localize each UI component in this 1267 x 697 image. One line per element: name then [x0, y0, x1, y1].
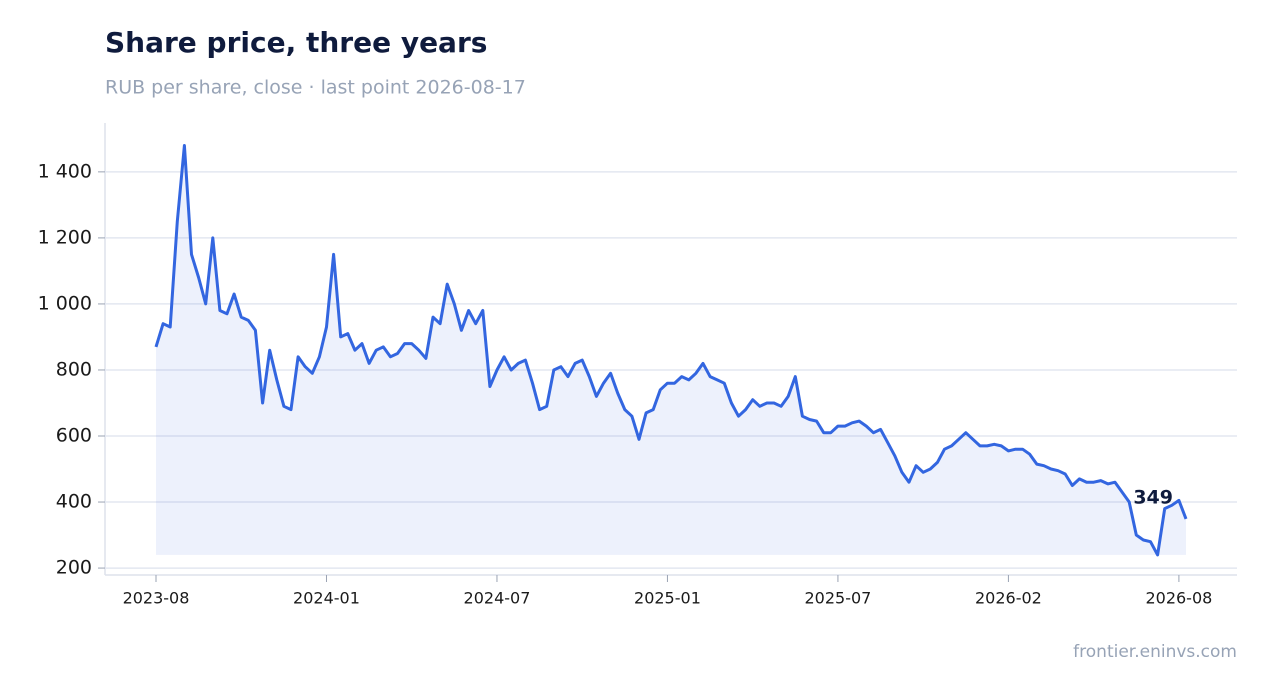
x-tick-label: 2026-02	[975, 589, 1042, 608]
x-tick-label: 2025-01	[634, 589, 701, 608]
chart-subtitle: RUB per share, close · last point 2026-0…	[105, 77, 526, 99]
y-tick-label: 600	[56, 424, 92, 446]
y-tick-label: 1 400	[38, 160, 92, 182]
y-tick-label: 200	[56, 557, 92, 579]
x-tick-label: 2024-01	[293, 589, 360, 608]
source: frontier.eninvs.com	[1073, 642, 1237, 662]
x-tick-label: 2023-08	[123, 589, 190, 608]
x-tick-label: 2025-07	[805, 589, 872, 608]
y-tick-label: 1 200	[38, 226, 92, 248]
x-tick-label: 2026-08	[1145, 589, 1212, 608]
area	[156, 145, 1186, 555]
y-tick-label: 1 000	[38, 292, 92, 314]
y-tick-label: 400	[56, 491, 92, 513]
x-tick-label: 2024-07	[464, 589, 531, 608]
last-value-label: 349	[1133, 486, 1173, 508]
chart-title: Share price, three years	[105, 26, 487, 59]
y-tick-label: 800	[56, 358, 92, 380]
line	[154, 144, 1188, 557]
